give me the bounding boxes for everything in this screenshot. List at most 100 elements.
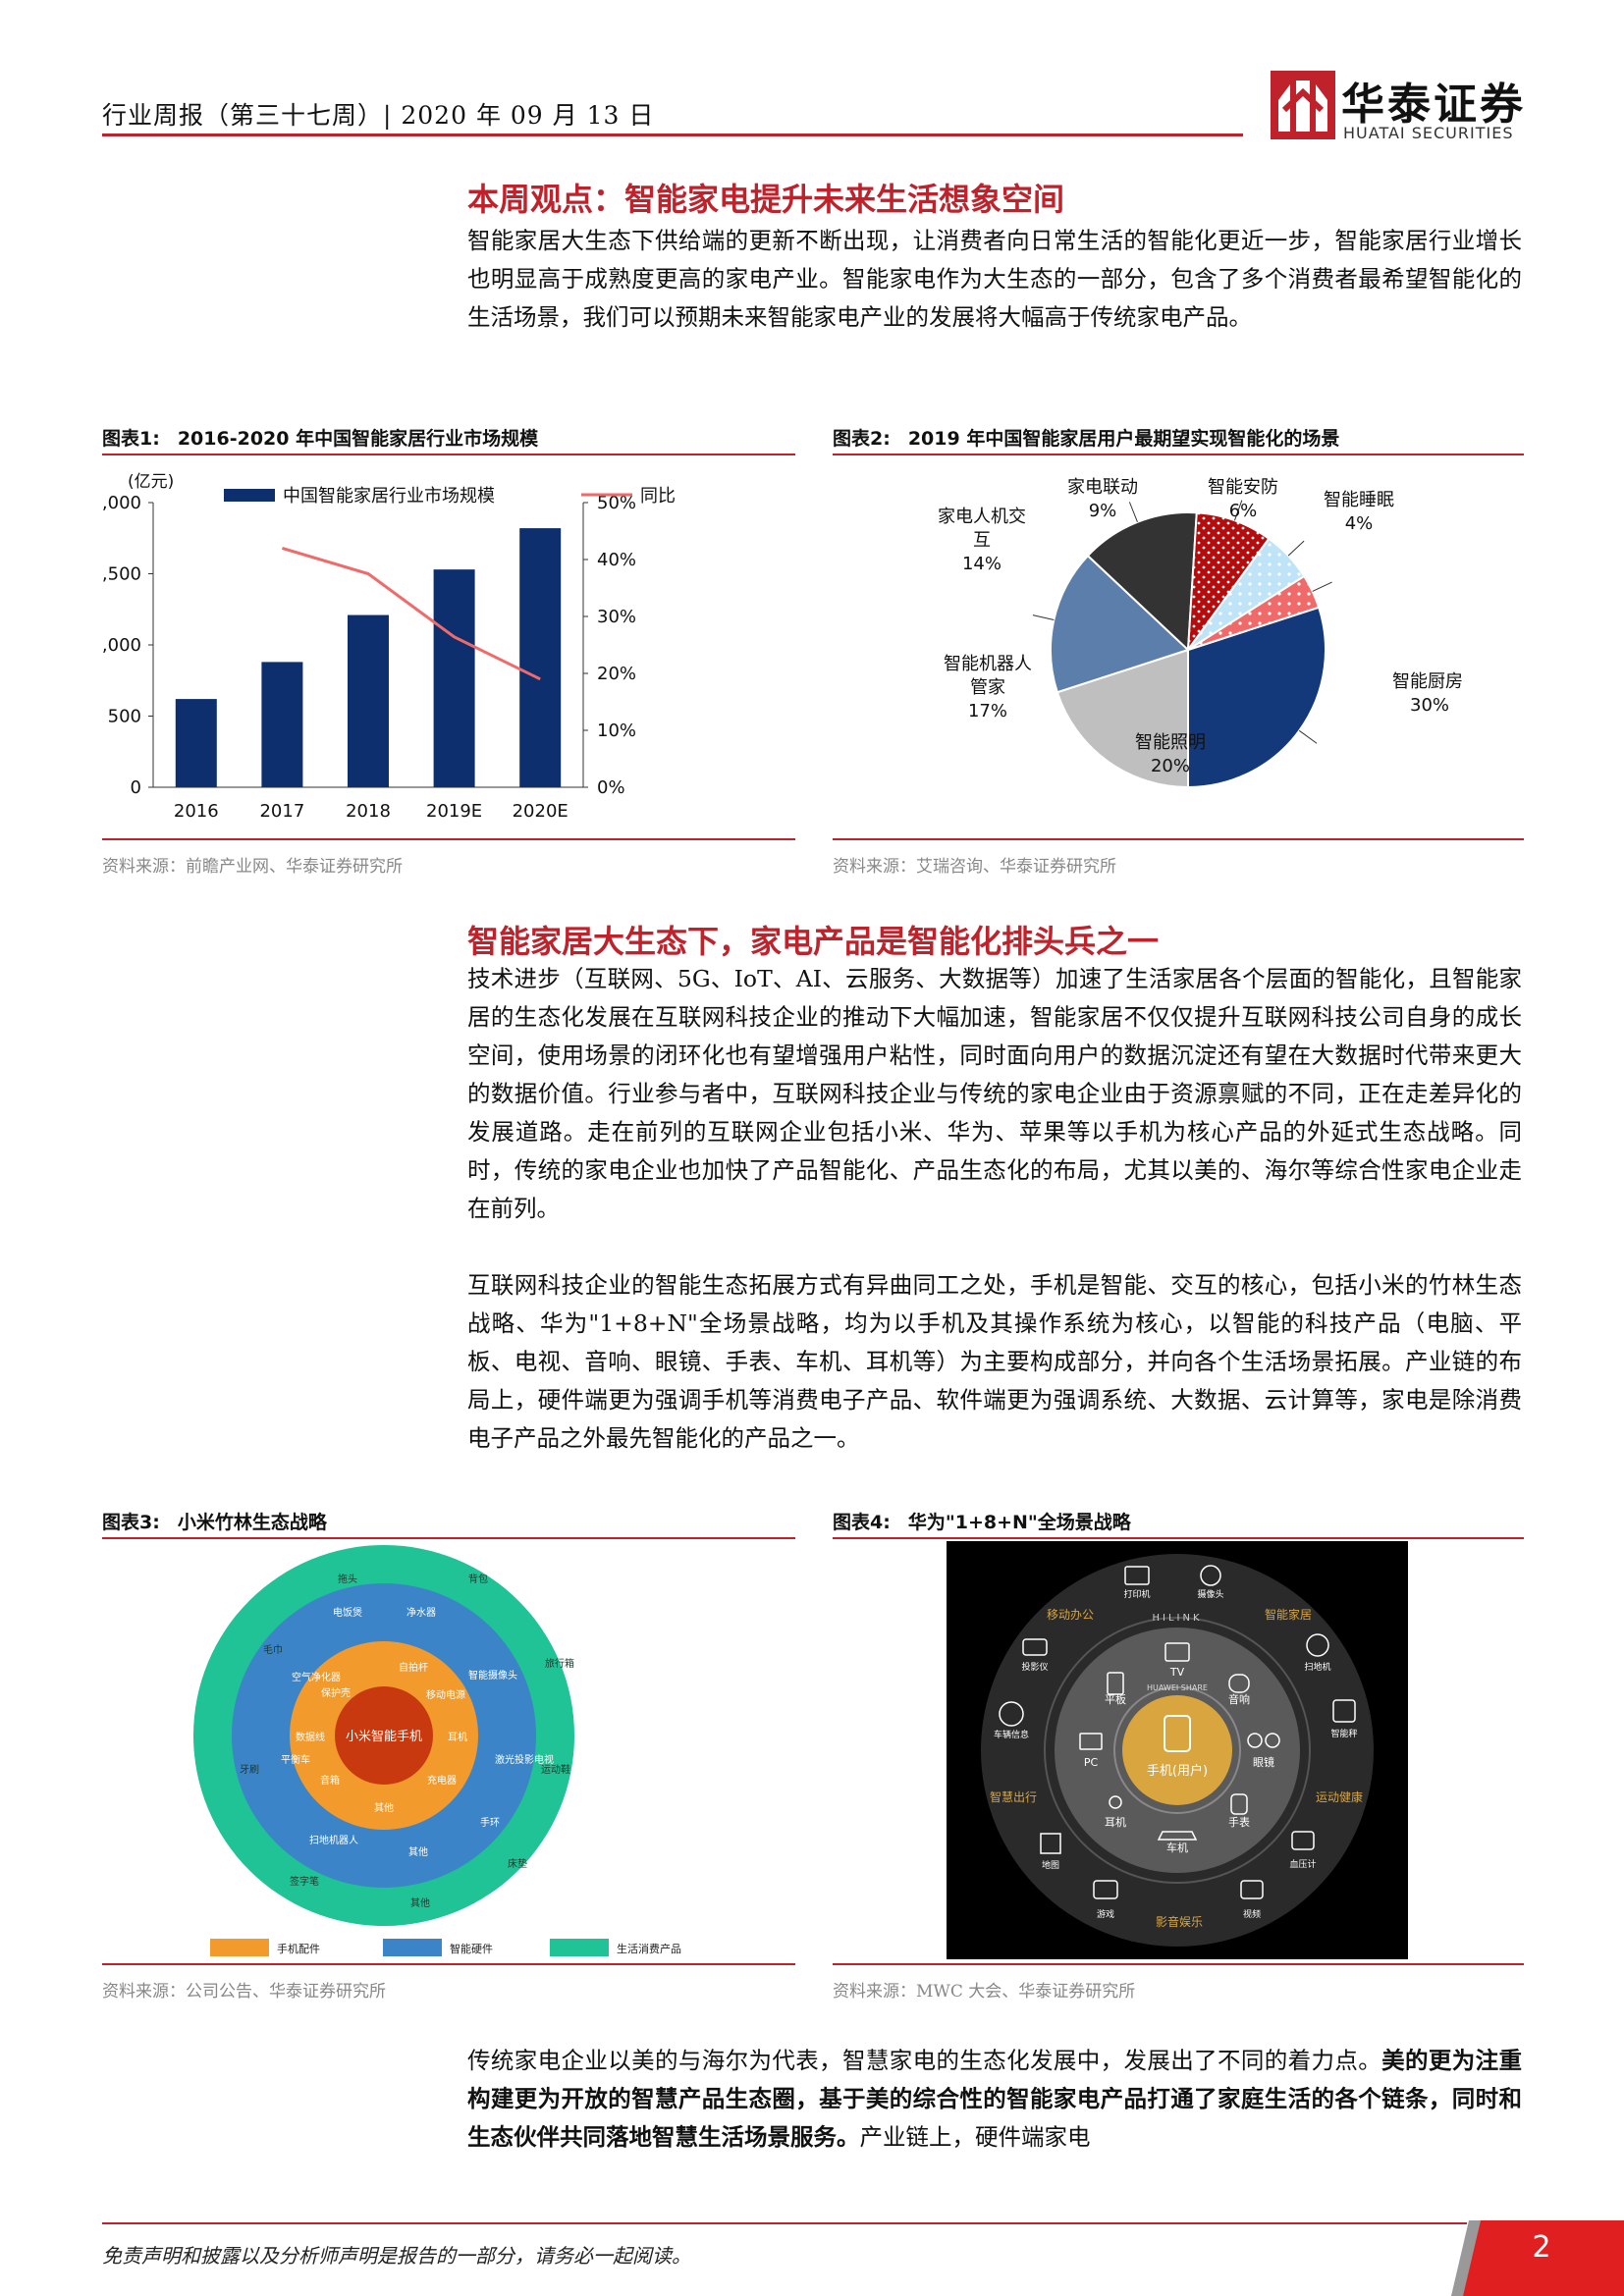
fig3-middle-item: 激光投影电视 bbox=[495, 1753, 554, 1766]
y-tick-label: 1,000 bbox=[102, 635, 141, 656]
x-tick-label: 2018 bbox=[346, 801, 391, 822]
fig1-top-rule bbox=[102, 454, 795, 455]
bar bbox=[519, 528, 562, 787]
fig3-title: 图表3: 小米竹林生态战略 bbox=[102, 1508, 327, 1534]
legend-label-bar: 中国智能家居行业市场规模 bbox=[283, 486, 495, 507]
y-tick-label: 0 bbox=[131, 777, 141, 798]
y2-tick-label: 50% bbox=[597, 493, 636, 513]
earphone-icon bbox=[1109, 1795, 1122, 1809]
fig4-ring-item: 车机 bbox=[1166, 1841, 1188, 1854]
page-number: 2 bbox=[1532, 2230, 1551, 2265]
fig3-outer-item: 牙刷 bbox=[240, 1764, 259, 1776]
fig3-inner-item: 移动电源 bbox=[426, 1688, 465, 1701]
fig3-outer-item: 背包 bbox=[468, 1573, 488, 1585]
robot-vacuum-icon bbox=[1306, 1633, 1329, 1657]
fig3-top-rule bbox=[102, 1537, 795, 1539]
watch-icon bbox=[1230, 1793, 1248, 1815]
fig3-inner-item: 自拍杆 bbox=[399, 1661, 428, 1674]
pc-icon bbox=[1079, 1733, 1103, 1750]
game-icon bbox=[1093, 1880, 1118, 1899]
fig4-sector-label: 影音娱乐 bbox=[1156, 1914, 1203, 1929]
fig3-title-text: 小米竹林生态战略 bbox=[177, 1512, 327, 1533]
pie-slice bbox=[1056, 648, 1189, 789]
fig3-middle-item: 扫地机器人 bbox=[309, 1834, 358, 1846]
fig4-outer-item: 智能秤 bbox=[1330, 1728, 1357, 1739]
fig3-middle-item: 净水器 bbox=[406, 1606, 436, 1619]
fig2-source: 资料来源：艾瑞咨询、华泰证券研究所 bbox=[833, 857, 1116, 877]
fig2-bottom-rule bbox=[833, 838, 1524, 840]
car-icon bbox=[1157, 1831, 1198, 1841]
pie-slice bbox=[1186, 511, 1271, 654]
y2-tick-label: 20% bbox=[597, 664, 636, 684]
y-axis-unit: (亿元) bbox=[128, 472, 174, 492]
huatai-logo-icon bbox=[1271, 71, 1335, 139]
pie-leader-line bbox=[1032, 614, 1055, 620]
fig4-ring-item: 平板 bbox=[1105, 1692, 1126, 1706]
tv-icon bbox=[1164, 1642, 1190, 1662]
fig4-outer-item: 血压计 bbox=[1289, 1858, 1316, 1870]
car-info-icon bbox=[999, 1701, 1024, 1727]
fig4-ring-item: PC bbox=[1084, 1756, 1099, 1769]
pie-label: 管家 bbox=[970, 677, 1005, 698]
pie-label: 智能机器人 bbox=[944, 654, 1032, 674]
fig4-outer-item: 打印机 bbox=[1123, 1588, 1150, 1600]
fig4-ring-item: 手表 bbox=[1228, 1815, 1250, 1829]
fig3-center-label: 小米智能手机 bbox=[346, 1730, 422, 1744]
fig3-label: 图表3: bbox=[102, 1512, 160, 1533]
fig4-sector-label: 运动健康 bbox=[1316, 1789, 1363, 1804]
fig1-title: 图表1: 2016-2020 年中国智能家居行业市场规模 bbox=[102, 424, 538, 451]
section3-tail: 产业链上，硬件端家电 bbox=[859, 2123, 1091, 2151]
fig1-source: 资料来源：前瞻产业网、华泰证券研究所 bbox=[102, 857, 403, 877]
fig4-outer-item: 游戏 bbox=[1097, 1908, 1114, 1920]
page-tab bbox=[1451, 2220, 1624, 2296]
line-series bbox=[281, 546, 541, 681]
fig3-middle-item: 其他 bbox=[408, 1845, 428, 1858]
fig3-inner-item: 耳机 bbox=[448, 1731, 467, 1743]
x-tick-label: 2017 bbox=[259, 801, 304, 822]
fig1-chart: (亿元) 0 500 1,000 1,500 2,000 0% 10% 20% 30% 40% 50%… bbox=[90, 461, 795, 834]
bar bbox=[175, 699, 217, 787]
pie-slice bbox=[1187, 606, 1326, 789]
phone-icon bbox=[1164, 1715, 1191, 1752]
pie-leader-line bbox=[1298, 729, 1318, 744]
fig3-middle-item: 电饭煲 bbox=[333, 1606, 362, 1619]
fig4-outer-item: 投影仪 bbox=[1021, 1661, 1048, 1673]
pie-leader-line bbox=[1287, 540, 1305, 557]
glasses-icon bbox=[1247, 1733, 1263, 1748]
header-rule bbox=[102, 133, 1243, 136]
fig3-inner-item: 数据线 bbox=[296, 1731, 325, 1743]
pie-value: 14% bbox=[962, 554, 1001, 574]
fig3-outer-item: 拖头 bbox=[338, 1573, 357, 1585]
section3-lead: 传统家电企业以美的与海尔为代表，智慧家电的生态化发展中，发展出了不同的着力点。 bbox=[467, 2047, 1382, 2074]
fig3-inner-item: 充电器 bbox=[427, 1774, 457, 1787]
fig3-inner-item: 保护壳 bbox=[321, 1686, 351, 1699]
pie-label: 家电人机交 bbox=[938, 507, 1026, 527]
pie-label: 智能厨房 bbox=[1392, 671, 1463, 692]
fig4-hilink-label: HILINK bbox=[1152, 1613, 1202, 1624]
projector-icon bbox=[1022, 1638, 1048, 1656]
fig4-ring-item: 眼镜 bbox=[1253, 1755, 1274, 1769]
fig4-sector-label: 移动办公 bbox=[1047, 1607, 1094, 1622]
fig3-middle-item: 平衡车 bbox=[281, 1753, 310, 1766]
section2-body: 技术进步（互联网、5G、IoT、AI、云服务、大数据等）加速了生活家居各个层面的… bbox=[467, 960, 1522, 1458]
y2-tick-label: 10% bbox=[597, 721, 636, 741]
fig3-inner-item: 其他 bbox=[374, 1801, 394, 1814]
fig3-legend-label: 智能硬件 bbox=[450, 1942, 493, 1955]
fig3-bottom-rule bbox=[102, 1963, 795, 1965]
pie-value: 20% bbox=[1151, 756, 1190, 776]
fig4-bottom-rule bbox=[833, 1963, 1524, 1965]
fig4-diagram: 手机(用户) HILINK HUAWEI SHARE TV 音响 眼镜 手表 车… bbox=[947, 1541, 1408, 1959]
fig2-title-text: 2019 年中国智能家居用户最期望实现智能化的场景 bbox=[907, 428, 1340, 450]
pie-leader-line bbox=[1128, 502, 1138, 523]
pie-label: 智能照明 bbox=[1135, 732, 1206, 753]
bar bbox=[433, 569, 475, 787]
fig4-hilink-ring bbox=[1044, 1617, 1311, 1884]
fig4-sector-label: 智能家居 bbox=[1265, 1607, 1312, 1622]
logo-cn: 华泰证券 bbox=[1341, 80, 1526, 130]
fig3-outer-item: 运动鞋 bbox=[541, 1763, 570, 1776]
section2-title: 智能家居大生态下，家电产品是智能化排头兵之一 bbox=[467, 923, 1160, 960]
fig4-label: 图表4: bbox=[833, 1512, 891, 1533]
scale-icon bbox=[1332, 1699, 1356, 1723]
pie-value: 30% bbox=[1410, 695, 1449, 716]
